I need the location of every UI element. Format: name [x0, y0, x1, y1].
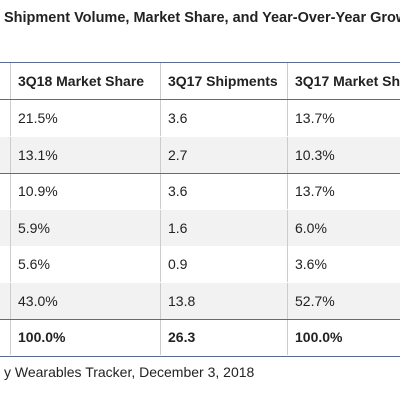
table-cell: 2.7 [160, 136, 287, 173]
divider [0, 62, 400, 63]
table-cell: 1.6 [160, 209, 287, 246]
table-cell: 13.7% [287, 100, 400, 136]
table-cell: 100.0% [287, 319, 400, 355]
table-row: 5.6% 0.9 3.6% [0, 246, 400, 282]
table-row: 10.9% 3.6 13.7% [0, 173, 400, 209]
cell-edge [0, 319, 10, 355]
table-cell: 3Q18 Market Share [10, 63, 160, 99]
total-row: 100.0% 26.3 100.0% [0, 319, 400, 355]
table-row: 43.0% 13.8 52.7% [0, 282, 400, 319]
table-cell: 10.3% [287, 136, 400, 173]
table-cell: 13.1% [10, 136, 160, 173]
cell-edge [0, 283, 10, 319]
cell-edge [0, 63, 10, 99]
table-cell: 3Q17 Market Sha [287, 63, 400, 99]
table-cell: 10.9% [10, 173, 160, 209]
table-cell: 43.0% [10, 282, 160, 319]
divider [0, 173, 400, 174]
table-row: 21.5% 3.6 13.7% [0, 100, 400, 136]
table-cell: 13.7% [287, 173, 400, 209]
table-cell: 52.7% [287, 282, 400, 319]
table-cell: 3.6 [160, 100, 287, 136]
table-cell: 3.6% [287, 246, 400, 282]
divider [0, 319, 400, 320]
table-row: 5.9% 1.6 6.0% [0, 209, 400, 246]
table-cell: 3.6 [160, 173, 287, 209]
cell-edge [0, 210, 10, 246]
cell-edge [0, 137, 10, 173]
table-cell: 6.0% [287, 209, 400, 246]
table-cell: 0.9 [160, 246, 287, 282]
table-cell: 5.9% [10, 209, 160, 246]
cell-edge [0, 100, 10, 136]
table-row: 13.1% 2.7 10.3% [0, 136, 400, 173]
table-cell: 26.3 [160, 319, 287, 355]
table-cell: 21.5% [10, 100, 160, 136]
divider [0, 355, 400, 357]
table-title: Shipment Volume, Market Share, and Year-… [4, 10, 400, 26]
header-row: 3Q18 Market Share 3Q17 Shipments 3Q17 Mark… [0, 63, 400, 99]
source-note: y Wearables Tracker, December 3, 2018 [4, 364, 255, 380]
divider [0, 99, 400, 100]
cell-edge [0, 173, 10, 209]
table-cell: 13.8 [160, 282, 287, 319]
table-cell: 100.0% [10, 319, 160, 355]
cell-edge [0, 246, 10, 282]
table-cell: 3Q17 Shipments [160, 63, 287, 99]
table-cell: 5.6% [10, 246, 160, 282]
